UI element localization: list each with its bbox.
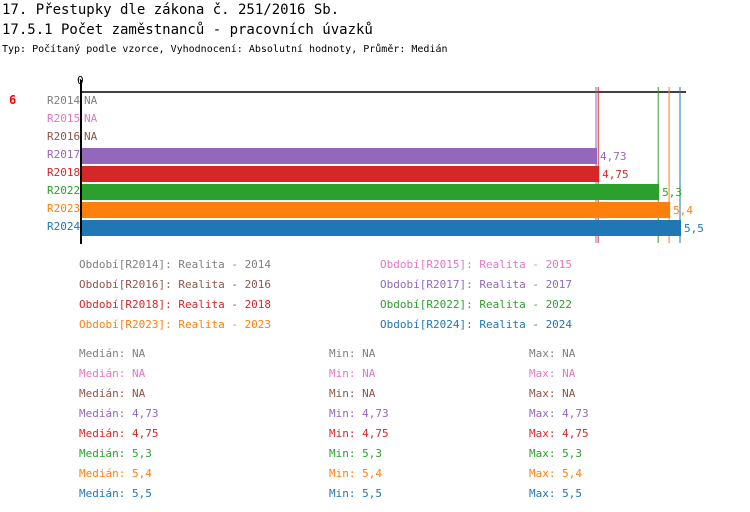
bar-R2024	[81, 220, 681, 236]
data-label: 4,73	[600, 150, 627, 163]
type-line: Typ: Počítaný podle vzorce, Vyhodnocení:…	[2, 44, 448, 55]
legend-entry: Období[R2015]: Realita - 2015	[380, 258, 573, 271]
data-label: 5,3	[662, 186, 683, 199]
stat-max: Max: NA	[529, 387, 576, 400]
stat-median: Medián: 5,4	[79, 467, 152, 480]
data-label: 4,75	[602, 168, 629, 181]
stat-median: Medián: 4,73	[79, 407, 159, 420]
category-label: R2016	[47, 130, 81, 143]
category-label: R2014	[47, 94, 81, 107]
legend-entry: Období[R2024]: Realita - 2024	[380, 318, 573, 331]
data-label: NA	[84, 94, 98, 107]
stat-max: Max: 4,75	[529, 427, 589, 440]
bar-R2022	[81, 184, 660, 200]
stat-median: Medián: 4,75	[79, 427, 159, 440]
stat-median: Medián: 5,5	[79, 487, 152, 500]
data-label: NA	[84, 112, 98, 125]
stat-median: Medián: 5,3	[79, 447, 152, 460]
data-label: 5,4	[673, 204, 693, 217]
stat-median: Medián: NA	[79, 347, 146, 360]
stat-min: Min: 5,4	[329, 467, 382, 480]
category-label: R2018	[47, 166, 81, 179]
stat-max: Max: NA	[529, 367, 576, 380]
stat-min: Min: NA	[329, 347, 376, 360]
legend-entry: Období[R2014]: Realita - 2014	[79, 258, 272, 271]
category-label: R2024	[47, 220, 81, 233]
legend-entry: Období[R2018]: Realita - 2018	[79, 298, 272, 311]
stat-min: Min: NA	[329, 387, 376, 400]
legend-entry: Období[R2016]: Realita - 2016	[79, 278, 272, 291]
bar-R2017	[81, 148, 597, 164]
stat-median: Medián: NA	[79, 367, 146, 380]
category-label: R2023	[47, 202, 81, 215]
stat-max: Max: 5,3	[529, 447, 582, 460]
legend-entry: Období[R2017]: Realita - 2017	[380, 278, 573, 291]
legend-entry: Období[R2022]: Realita - 2022	[380, 298, 573, 311]
legend-entry: Období[R2023]: Realita - 2023	[79, 318, 272, 331]
bar-R2023	[81, 202, 671, 218]
page-title: 17. Přestupky dle zákona č. 251/2016 Sb.	[2, 2, 340, 18]
stat-min: Min: 5,3	[329, 447, 382, 460]
data-label: NA	[84, 130, 98, 143]
stat-max: Max: 5,5	[529, 487, 582, 500]
stat-median: Medián: NA	[79, 387, 146, 400]
stat-min: Min: 5,5	[329, 487, 382, 500]
stat-max: Max: NA	[529, 347, 576, 360]
category-label: R2017	[47, 148, 81, 161]
data-label: 5,5	[684, 222, 704, 235]
stat-max: Max: 4,73	[529, 407, 589, 420]
category-label: R2022	[47, 184, 81, 197]
count: 6	[9, 93, 17, 107]
stat-max: Max: 5,4	[529, 467, 582, 480]
stat-min: Min: NA	[329, 367, 376, 380]
bar-R2018	[81, 166, 600, 182]
chart-subtitle: 17.5.1 Počet zaměstnanců - pracovních úv…	[2, 22, 373, 38]
stat-min: Min: 4,73	[329, 407, 389, 420]
category-label: R2015	[47, 112, 81, 125]
stat-min: Min: 4,75	[329, 427, 389, 440]
